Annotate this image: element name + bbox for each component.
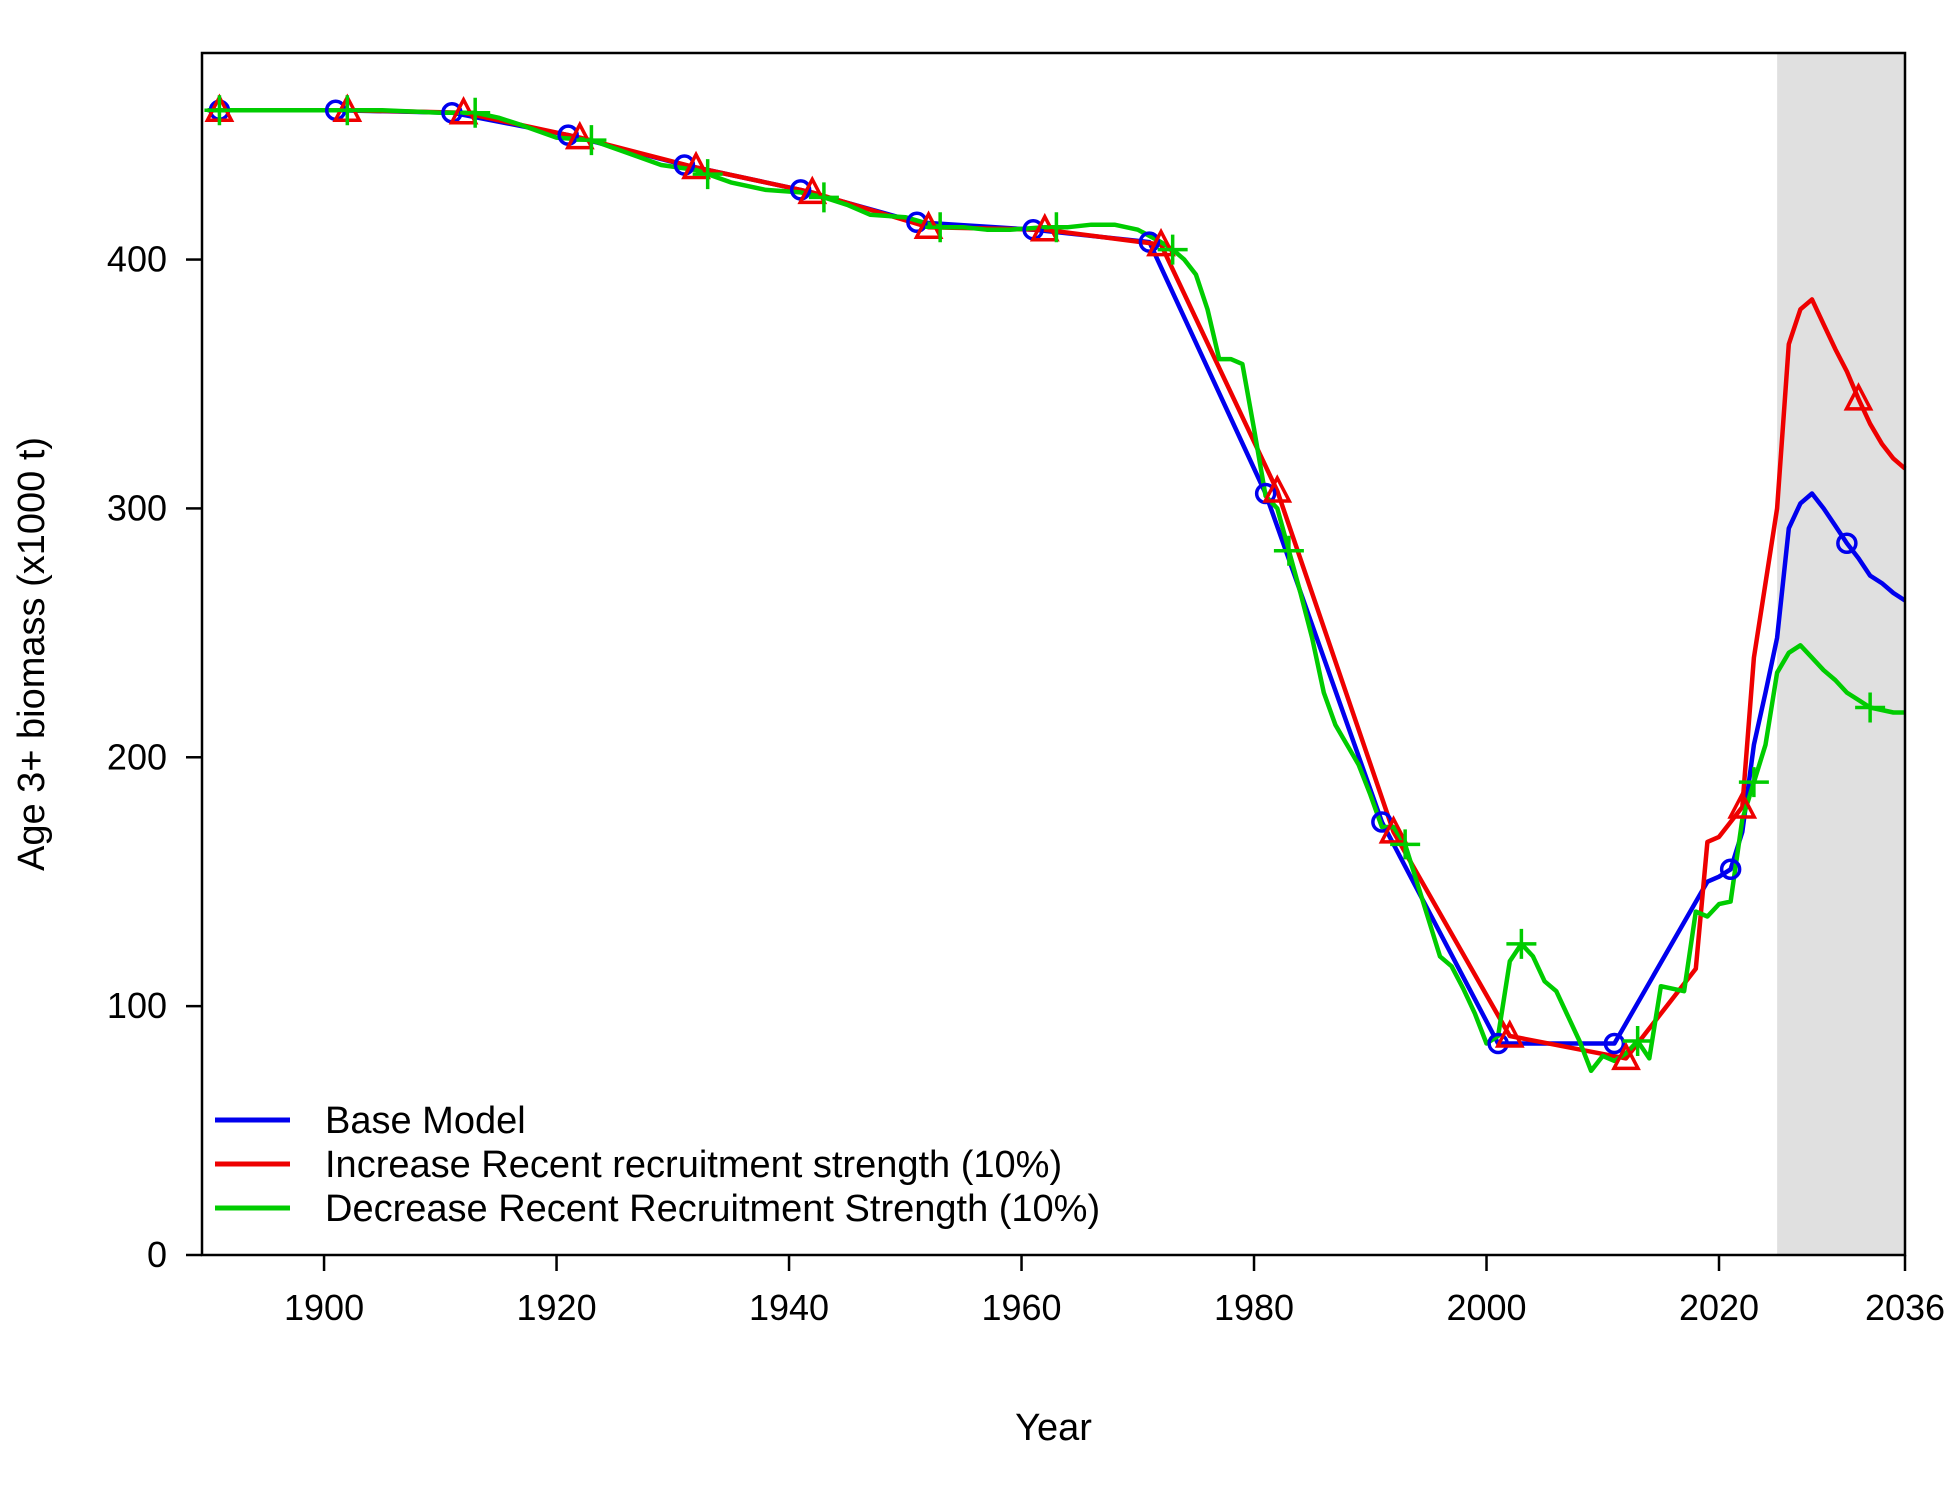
- series-3-marker: [1273, 535, 1304, 566]
- y-tick-label: 0: [147, 1234, 167, 1275]
- series-2-marker: [564, 120, 595, 150]
- series-2-marker: [1611, 1041, 1641, 1071]
- legend-label-2: Increase Recent recruitment strength (10…: [325, 1144, 1062, 1186]
- series-3-marker: [332, 95, 363, 126]
- x-tick-label: 2000: [1446, 1287, 1526, 1328]
- series-2-marker: [797, 175, 828, 205]
- series-2-marker: [1494, 1019, 1525, 1048]
- x-tick-label: 2020: [1679, 1287, 1759, 1328]
- series-layer: [207, 107, 1907, 1074]
- series-3-marker: [576, 125, 607, 156]
- series-3-marker: [692, 159, 723, 190]
- marker-layer: [204, 93, 1886, 1071]
- x-tick-label: 2036: [1865, 1287, 1945, 1328]
- x-tick-label: 1960: [981, 1287, 1061, 1328]
- y-tick-label: 300: [107, 487, 167, 528]
- series-1-marker: [1487, 1032, 1509, 1055]
- series-line-2: [207, 107, 1907, 1061]
- x-axis-title: Year: [1015, 1407, 1092, 1449]
- series-3-marker: [925, 212, 956, 243]
- series-2-marker: [1146, 227, 1176, 257]
- plot-frame: [200, 51, 1907, 1257]
- series-1-marker: [1719, 858, 1742, 881]
- series-1-marker: [1836, 532, 1858, 555]
- series-3-marker: [1041, 212, 1072, 243]
- series-3-marker: [808, 182, 839, 213]
- series-3-marker: [1506, 928, 1537, 959]
- series-2-marker: [1262, 474, 1293, 503]
- x-axis: 1900 1920 1940 1960 1980 2000 2020 2036: [284, 1255, 1945, 1328]
- series-2-marker: [1727, 790, 1758, 819]
- series-2-marker: [1843, 382, 1874, 411]
- series-3-marker: [1157, 234, 1188, 265]
- series-2-marker: [1378, 815, 1409, 844]
- series-3-marker: [1622, 1025, 1653, 1056]
- series-3-marker: [1855, 692, 1886, 723]
- legend-label-3: Decrease Recent Recruitment Strength (10…: [325, 1188, 1100, 1230]
- x-tick-label: 1900: [284, 1287, 364, 1328]
- y-axis: 0 100 200 300 400: [107, 239, 202, 1275]
- series-2-marker: [681, 150, 711, 180]
- x-tick-label: 1920: [517, 1287, 597, 1328]
- series-3-marker: [1738, 767, 1769, 798]
- series-1-marker: [1603, 1032, 1626, 1055]
- series-line-1: [207, 107, 1907, 1046]
- series-3-marker: [204, 95, 235, 126]
- y-tick-label: 400: [107, 239, 167, 280]
- series-3-marker: [460, 97, 491, 128]
- series-line-3: [207, 107, 1905, 1074]
- x-tick-label: 1980: [1214, 1287, 1294, 1328]
- series-3-marker: [1390, 829, 1421, 860]
- projection-shading: [1777, 53, 1905, 1255]
- y-tick-label: 200: [107, 736, 167, 777]
- legend-label-1: Base Model: [325, 1100, 526, 1142]
- y-tick-label: 100: [107, 985, 167, 1026]
- x-tick-label: 1940: [749, 1287, 829, 1328]
- projection-region: [1777, 53, 1905, 1255]
- y-axis-title: Age 3+ biomass (x1000 t): [11, 437, 53, 871]
